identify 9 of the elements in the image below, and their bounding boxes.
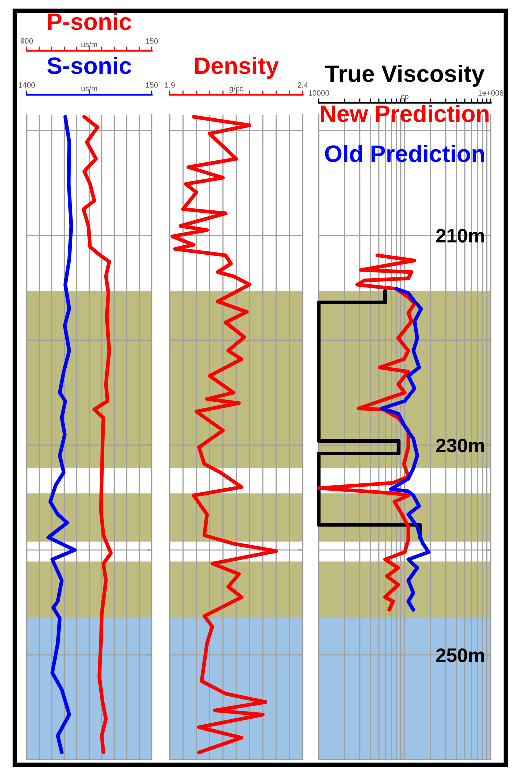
y-tick-label: 210m (436, 229, 484, 243)
text: P-sonic (48, 12, 132, 30)
series-label: Density (195, 56, 280, 80)
y-tick-label: 230m (436, 438, 484, 453)
series-label: S-sonic (48, 56, 132, 74)
text: New Prediction (321, 104, 489, 122)
text: Old Prediction (325, 144, 484, 162)
text: True Viscosity (325, 64, 485, 88)
y-tick-label: 250m (436, 648, 484, 662)
